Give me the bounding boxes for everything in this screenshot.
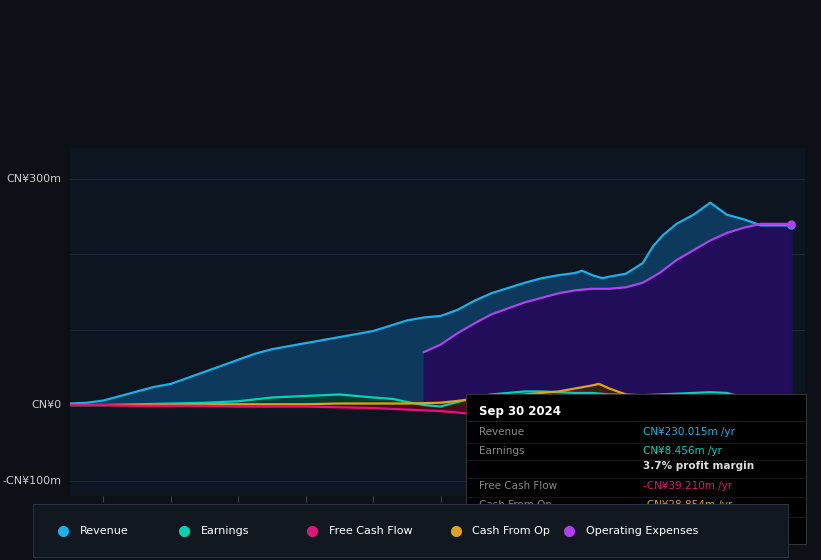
Text: CN¥207.469m /yr: CN¥207.469m /yr <box>643 520 735 530</box>
Text: Revenue: Revenue <box>80 526 128 535</box>
Text: Revenue: Revenue <box>479 427 525 437</box>
Text: Operating Expenses: Operating Expenses <box>585 526 698 535</box>
Text: Earnings: Earnings <box>479 446 525 456</box>
Text: Cash From Op: Cash From Op <box>472 526 550 535</box>
Text: CN¥0: CN¥0 <box>31 400 62 410</box>
Text: Earnings: Earnings <box>200 526 249 535</box>
Text: 3.7% profit margin: 3.7% profit margin <box>643 461 754 472</box>
Text: Cash From Op: Cash From Op <box>479 500 553 510</box>
Text: -CN¥28.854m /yr: -CN¥28.854m /yr <box>643 500 732 510</box>
Text: CN¥300m: CN¥300m <box>7 174 62 184</box>
Text: CN¥230.015m /yr: CN¥230.015m /yr <box>643 427 735 437</box>
Text: Sep 30 2024: Sep 30 2024 <box>479 405 561 418</box>
Text: Operating Expenses: Operating Expenses <box>479 520 585 530</box>
Text: Free Cash Flow: Free Cash Flow <box>479 481 557 491</box>
Text: -CN¥100m: -CN¥100m <box>2 475 62 486</box>
Text: Free Cash Flow: Free Cash Flow <box>329 526 412 535</box>
Text: CN¥8.456m /yr: CN¥8.456m /yr <box>643 446 722 456</box>
Text: -CN¥39.210m /yr: -CN¥39.210m /yr <box>643 481 732 491</box>
